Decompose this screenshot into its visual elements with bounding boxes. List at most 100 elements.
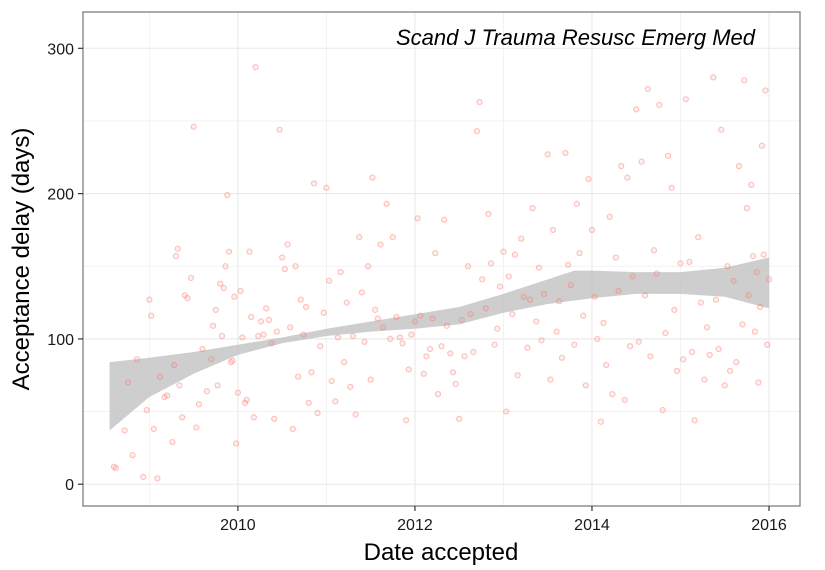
data-point: [691, 417, 698, 424]
data-point: [314, 409, 321, 417]
data-point: [544, 151, 551, 158]
data-point: [644, 85, 651, 93]
data-point: [647, 353, 654, 360]
data-point: [760, 251, 767, 258]
data-point: [163, 392, 171, 399]
data-point: [509, 311, 516, 318]
data-point: [320, 309, 327, 316]
data-point: [241, 399, 249, 406]
data-point: [585, 175, 592, 183]
data-point: [217, 280, 224, 287]
data-point: [520, 293, 527, 300]
data-point: [220, 284, 227, 292]
data-point: [426, 345, 434, 353]
data-point: [203, 388, 211, 395]
data-point: [464, 263, 472, 270]
data-point: [231, 293, 238, 300]
data-point: [308, 369, 315, 376]
data-point: [762, 87, 769, 94]
data-point: [356, 234, 363, 241]
data-point: [332, 398, 339, 405]
data-point: [701, 376, 708, 383]
data-point: [276, 126, 283, 133]
data-point: [210, 322, 217, 329]
data-point: [387, 335, 394, 343]
data-point: [582, 382, 589, 389]
data-point: [487, 260, 495, 267]
data-point: [609, 391, 616, 398]
data-point: [328, 377, 335, 385]
y-axis-title: Acceptance delay (days): [8, 128, 35, 391]
data-point: [367, 376, 374, 383]
data-point: [379, 324, 387, 331]
data-point: [735, 162, 743, 170]
data-point: [423, 353, 430, 360]
data-point: [688, 348, 696, 356]
data-point: [361, 338, 368, 345]
data-point: [745, 292, 752, 299]
data-point: [641, 292, 649, 299]
data-point: [405, 366, 412, 373]
data-point: [349, 332, 357, 340]
data-point: [150, 425, 157, 433]
data-point: [187, 274, 195, 281]
data-point: [432, 250, 439, 257]
data-point: [733, 359, 740, 366]
data-point: [208, 356, 215, 363]
data-point: [621, 396, 628, 404]
data-point: [526, 296, 534, 303]
data-point: [541, 290, 548, 297]
data-point: [279, 254, 286, 261]
data-point: [710, 74, 717, 81]
data-point: [281, 266, 288, 273]
data-point: [712, 296, 720, 303]
plot-background: [83, 12, 800, 506]
data-point: [538, 337, 545, 344]
data-point: [302, 303, 310, 311]
data-point: [479, 276, 486, 283]
data-point: [411, 318, 419, 325]
data-point: [724, 263, 731, 270]
smooth-confidence-band: [109, 257, 770, 431]
data-point: [140, 473, 147, 481]
data-point: [429, 315, 436, 322]
data-point: [265, 316, 272, 324]
data-point: [214, 382, 221, 389]
data-point: [491, 341, 498, 348]
data-point: [393, 314, 400, 321]
data-point: [730, 277, 737, 284]
data-point: [305, 399, 312, 406]
data-point: [161, 393, 168, 401]
data-point: [289, 425, 296, 433]
data-point: [156, 373, 164, 380]
data-point: [668, 184, 675, 191]
data-point: [408, 331, 415, 338]
data-point: [352, 411, 359, 418]
data-point: [573, 200, 581, 207]
data-point: [297, 296, 304, 303]
data-point: [341, 359, 348, 366]
data-point: [233, 440, 240, 447]
data-point: [591, 293, 598, 300]
x-axis-ticks: 2010 2012 2014 2016: [220, 506, 787, 534]
data-point: [343, 299, 350, 306]
data-point: [310, 180, 318, 187]
data-point: [496, 283, 504, 290]
data-point: [257, 318, 265, 325]
data-point: [518, 235, 525, 242]
data-point: [739, 321, 746, 328]
data-point: [212, 306, 219, 313]
data-point: [358, 289, 365, 296]
data-point: [511, 251, 519, 258]
data-point: [171, 361, 178, 369]
data-point: [603, 361, 610, 369]
data-point: [172, 252, 180, 260]
data-point: [193, 424, 200, 431]
data-point: [597, 418, 604, 425]
data-point: [721, 382, 728, 389]
data-point: [686, 258, 693, 266]
data-point: [255, 332, 262, 340]
data-point: [549, 226, 557, 234]
data-point: [456, 415, 463, 422]
data-point: [615, 287, 622, 295]
